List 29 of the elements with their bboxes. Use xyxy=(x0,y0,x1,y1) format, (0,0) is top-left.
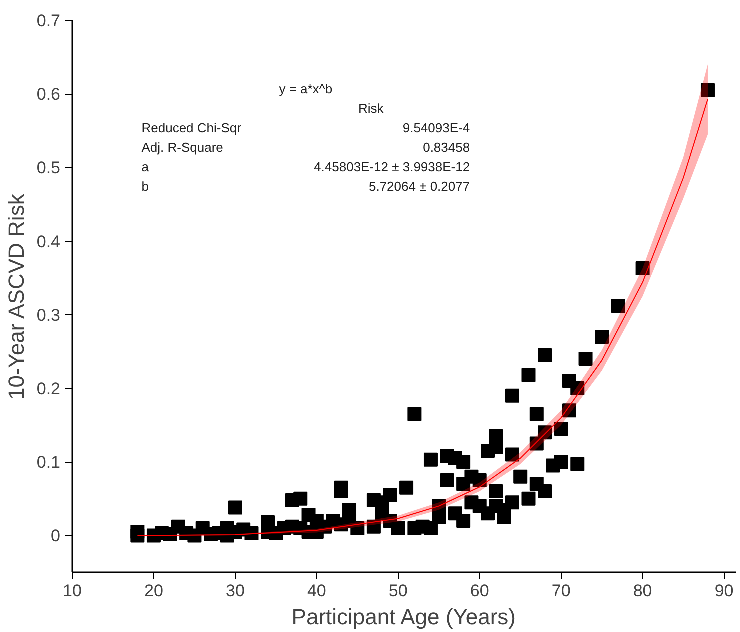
y-tick-label: 0.3 xyxy=(36,306,61,325)
x-tick-label: 30 xyxy=(226,582,245,600)
annotation: y = a*x^b xyxy=(279,82,333,97)
annotation: 0.83458 xyxy=(423,140,470,156)
x-tick-label: 70 xyxy=(552,582,571,600)
annotation: Risk xyxy=(358,101,384,116)
annotation: b xyxy=(142,179,149,194)
annotation: Reduced Chi-Sqr xyxy=(142,120,242,136)
annotation: 4.45803E-12 ± 3.9938E-12 xyxy=(314,160,470,175)
x-tick-label: 80 xyxy=(633,582,652,600)
y-tick-label: 0 xyxy=(51,526,61,546)
y-tick-label: 0.4 xyxy=(36,232,61,252)
annotation: Adj. R-Square xyxy=(142,140,224,156)
y-tick-label: 0.5 xyxy=(36,158,61,178)
y-tick-label: 0.6 xyxy=(36,85,61,104)
annotation: a xyxy=(142,160,150,175)
x-tick-label: 20 xyxy=(144,582,164,600)
y-tick-label: 0.1 xyxy=(36,453,61,472)
y-tick-label: 0.7 xyxy=(36,12,61,30)
annotation: 9.54093E-4 xyxy=(402,120,470,136)
x-tick-label: 90 xyxy=(714,582,734,600)
x-tick-label: 10 xyxy=(63,582,82,600)
x-axis-title: Participant Age (Years) xyxy=(292,604,516,630)
y-axis-title: 10-Year ASCVD Risk xyxy=(4,193,29,400)
annotation: 5.72064 ± 0.2077 xyxy=(368,179,470,194)
x-tick-label: 40 xyxy=(307,582,326,600)
x-tick-label: 60 xyxy=(470,582,490,600)
x-tick-label: 50 xyxy=(388,582,408,600)
y-tick-label: 0.2 xyxy=(36,380,61,398)
